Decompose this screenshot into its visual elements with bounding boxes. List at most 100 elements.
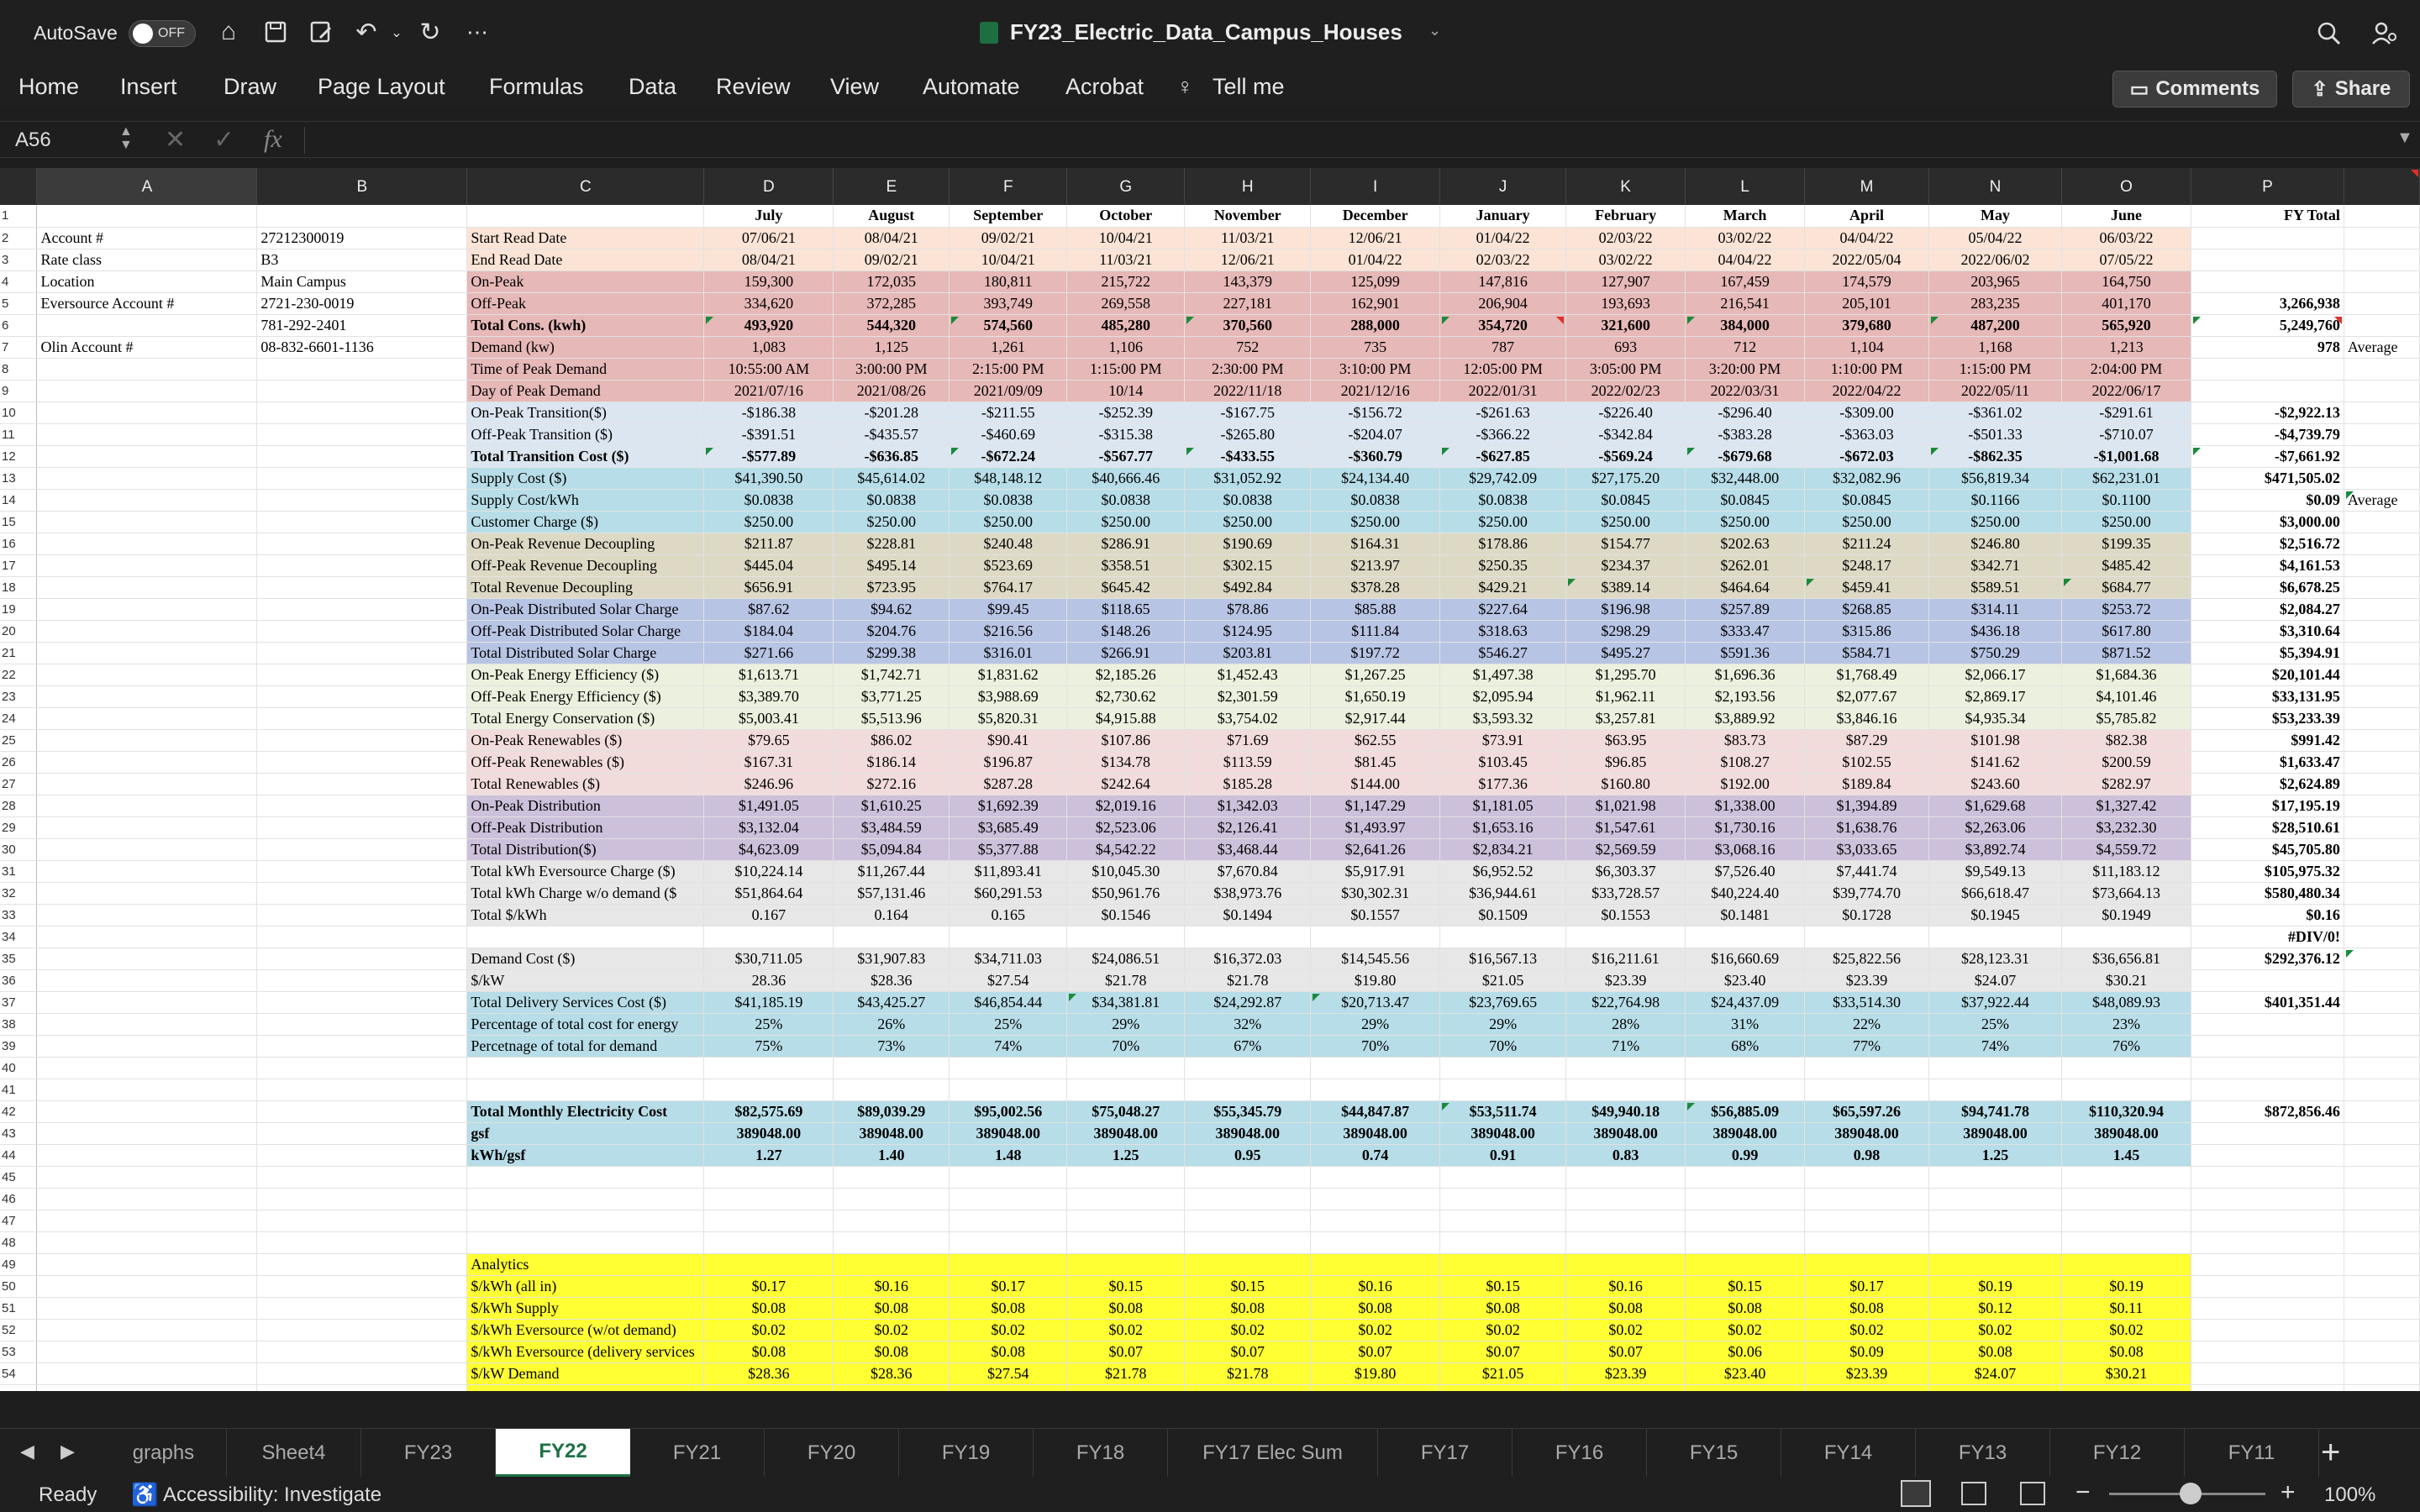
cell[interactable]: $1,342.03 <box>1184 795 1312 817</box>
cell[interactable]: -$291.61 <box>2061 402 2191 424</box>
cell[interactable] <box>256 511 468 533</box>
cell[interactable]: 205,101 <box>1804 292 1930 315</box>
cell[interactable]: February <box>1565 205 1686 228</box>
cell[interactable] <box>2191 1275 2344 1298</box>
cell[interactable]: $27.54 <box>949 969 1068 992</box>
cell[interactable]: $0.02 <box>1439 1319 1567 1341</box>
cell[interactable]: 3,266,938 <box>2191 292 2344 315</box>
row-header[interactable]: 5 <box>0 292 38 315</box>
cell[interactable]: 1,125 <box>833 336 950 359</box>
cell[interactable]: $0.16 <box>1310 1275 1441 1298</box>
cell[interactable]: $1,267.25 <box>1310 664 1441 686</box>
cell[interactable] <box>1439 1384 1567 1391</box>
cell[interactable]: $40,666.46 <box>1066 467 1186 490</box>
cell[interactable] <box>949 1057 1068 1079</box>
cell[interactable] <box>2061 1210 2191 1232</box>
cell[interactable]: $3,468.44 <box>1184 838 1312 861</box>
cell[interactable] <box>2191 358 2344 381</box>
cell[interactable] <box>1439 926 1567 948</box>
cell[interactable]: $464.64 <box>1685 576 1806 599</box>
cell[interactable] <box>703 1384 834 1391</box>
cell[interactable]: Percentage of total cost for energy <box>466 1013 705 1036</box>
cell[interactable]: $459.41 <box>1804 576 1930 599</box>
cell[interactable] <box>256 554 468 577</box>
cell[interactable] <box>2344 816 2420 839</box>
cell[interactable]: Analytics <box>466 1253 705 1276</box>
search-icon[interactable] <box>2312 17 2346 50</box>
cell[interactable]: 1:10:00 PM <box>1804 358 1930 381</box>
cell[interactable]: $250.00 <box>1310 511 1441 533</box>
cell[interactable] <box>1928 926 2062 948</box>
cell[interactable]: $2,185.26 <box>1066 664 1186 686</box>
cell[interactable] <box>256 576 468 599</box>
cell[interactable]: $144.00 <box>1310 773 1441 795</box>
cell[interactable]: $0.1546 <box>1066 904 1186 927</box>
cell[interactable]: $7,526.40 <box>1685 860 1806 883</box>
cell[interactable] <box>2344 1210 2420 1232</box>
cell[interactable]: $21.78 <box>1066 969 1186 992</box>
cell[interactable]: Supply Cost/kWh <box>466 489 705 512</box>
cell[interactable]: $216.56 <box>949 620 1068 643</box>
cell[interactable]: 164,750 <box>2061 270 2191 293</box>
cell[interactable]: $7,441.74 <box>1804 860 1930 883</box>
cell[interactable]: $0.12 <box>1928 1297 2062 1320</box>
row-header[interactable]: 36 <box>0 969 38 992</box>
cell[interactable]: 712 <box>1685 336 1806 359</box>
cell[interactable]: $34,711.03 <box>949 948 1068 970</box>
cell[interactable]: $21.78 <box>1184 1362 1312 1385</box>
column-header-l[interactable]: L <box>1685 168 1806 205</box>
row-header[interactable]: 6 <box>0 314 38 337</box>
cell[interactable]: $5,785.82 <box>2061 707 2191 730</box>
cell[interactable]: 389048.00 <box>1184 1122 1312 1145</box>
zoom-out-icon[interactable]: − <box>2075 1478 2091 1506</box>
cell[interactable]: $2,301.59 <box>1184 685 1312 708</box>
cell[interactable]: $3,310.64 <box>2191 620 2344 643</box>
cell[interactable]: $/kWh Eversource (w/ot demand) <box>466 1319 705 1341</box>
cell[interactable] <box>36 642 258 664</box>
cell[interactable] <box>1928 1057 2062 1079</box>
cell[interactable]: 693 <box>1565 336 1686 359</box>
cell[interactable]: $1,147.29 <box>1310 795 1441 817</box>
cell[interactable] <box>2191 227 2344 249</box>
cell[interactable] <box>1310 1057 1441 1079</box>
cell[interactable] <box>2344 642 2420 664</box>
cell[interactable] <box>833 1057 950 1079</box>
cell[interactable]: $0.0838 <box>833 489 950 512</box>
cell[interactable]: $36,656.81 <box>2061 948 2191 970</box>
cell[interactable]: $3,068.16 <box>1685 838 1806 861</box>
cell[interactable] <box>256 1253 468 1276</box>
cell[interactable]: $184.04 <box>703 620 834 643</box>
cell[interactable] <box>256 1341 468 1363</box>
sheet-tab-fy15[interactable]: FY15 <box>1647 1429 1781 1478</box>
cell[interactable] <box>2191 1188 2344 1210</box>
cell[interactable] <box>1066 1057 1186 1079</box>
row-header[interactable]: 11 <box>0 423 38 446</box>
cell[interactable]: $250.00 <box>2061 511 2191 533</box>
cell[interactable] <box>2344 249 2420 271</box>
cell[interactable]: $1,338.00 <box>1685 795 1806 817</box>
cell[interactable]: 544,320 <box>833 314 950 337</box>
cell[interactable]: $3,000.00 <box>2191 511 2344 533</box>
cell[interactable]: $246.80 <box>1928 533 2062 555</box>
cell[interactable] <box>1184 1057 1312 1079</box>
cell[interactable] <box>2344 533 2420 555</box>
cell[interactable]: 193,693 <box>1565 292 1686 315</box>
cell[interactable]: $62.55 <box>1310 729 1441 752</box>
sheet-tab-fy19[interactable]: FY19 <box>899 1429 1034 1478</box>
cell[interactable]: $107.86 <box>1066 729 1186 752</box>
cell[interactable]: $1,021.98 <box>1565 795 1686 817</box>
cell[interactable] <box>256 1122 468 1145</box>
cell[interactable] <box>833 1384 950 1391</box>
cell[interactable] <box>1310 1384 1441 1391</box>
cell[interactable] <box>1804 1210 1930 1232</box>
cell[interactable] <box>36 816 258 839</box>
cell[interactable]: $45,614.02 <box>833 467 950 490</box>
row-header[interactable]: 33 <box>0 904 38 927</box>
cell[interactable]: $118.65 <box>1066 598 1186 621</box>
cell[interactable]: 162,901 <box>1310 292 1441 315</box>
cell[interactable]: -$391.51 <box>703 423 834 446</box>
cell[interactable]: $4,161.53 <box>2191 554 2344 577</box>
cell[interactable] <box>36 489 258 512</box>
cell[interactable]: 1.48 <box>949 1144 1068 1167</box>
cell[interactable]: 32% <box>1184 1013 1312 1036</box>
